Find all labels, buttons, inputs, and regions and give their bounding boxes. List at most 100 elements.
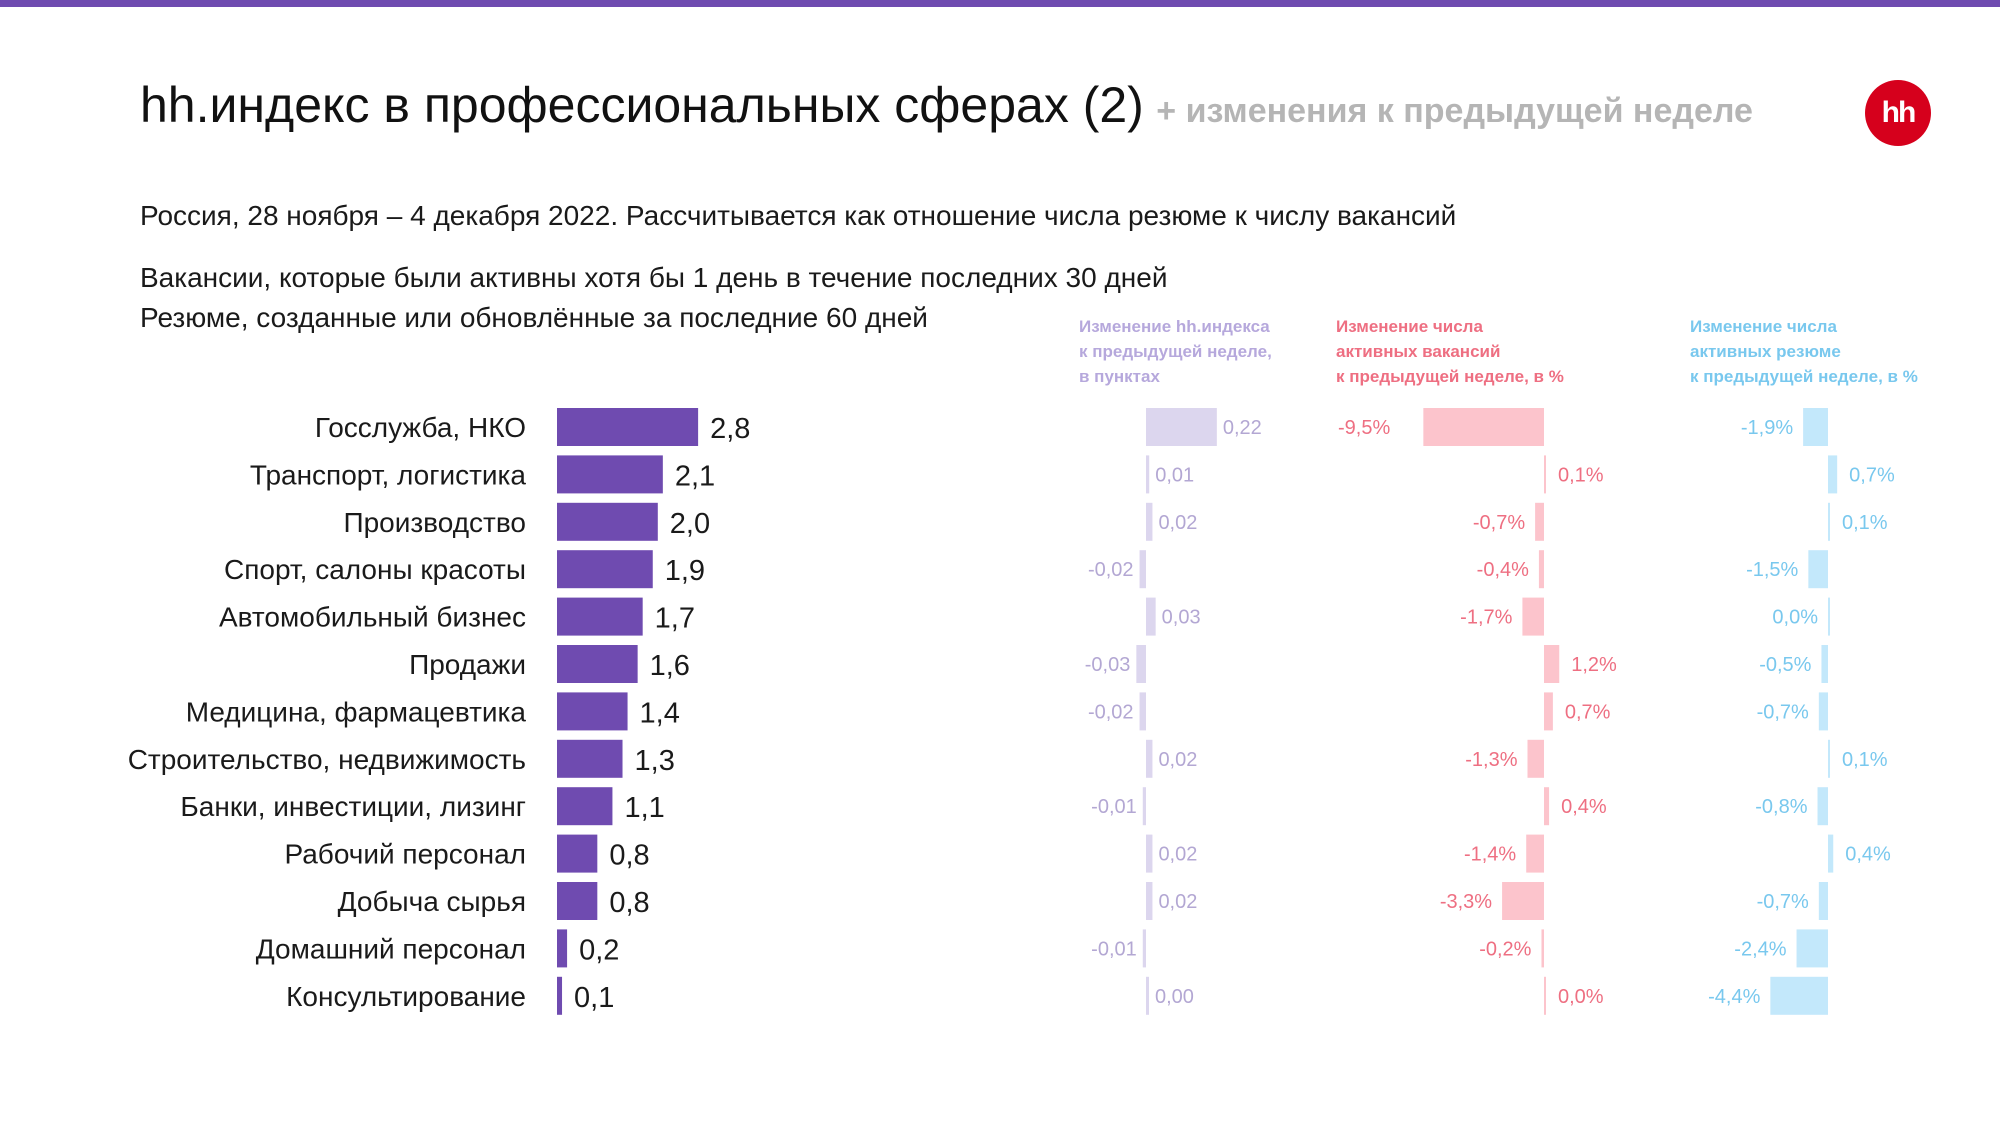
resumes-change-bar xyxy=(1828,597,1830,636)
resumes-change-label: -0,8% xyxy=(1755,796,1807,818)
vacancies-change-label: -1,4% xyxy=(1464,844,1516,866)
index-change-label: 0,02 xyxy=(1158,844,1197,866)
column-header-line: к предыдущей неделе, в % xyxy=(1690,367,1918,386)
resumes-change-bar xyxy=(1828,834,1834,873)
category-label: Рабочий персонал xyxy=(284,839,526,870)
index-change-bar xyxy=(1142,929,1146,968)
main-bar xyxy=(557,882,598,920)
resumes-change-label: -0,5% xyxy=(1759,654,1811,676)
index-change-bar xyxy=(1146,882,1153,920)
index-change-label: 0,22 xyxy=(1223,417,1262,439)
resumes-change-label: -4,4% xyxy=(1708,986,1760,1008)
vacancies-change-bar xyxy=(1502,882,1544,920)
vacancies-change-bar xyxy=(1544,692,1553,731)
main-bar xyxy=(557,645,638,683)
index-change-label: -0,01 xyxy=(1091,796,1137,818)
main-value-label: 2,1 xyxy=(675,460,715,492)
main-bar xyxy=(557,976,563,1015)
index-change-bar xyxy=(1146,408,1217,446)
note-resumes: Резюме, созданные или обновлённые за пос… xyxy=(140,302,928,333)
hh-logo: hh xyxy=(1865,80,1931,146)
resumes-change-label: 0,0% xyxy=(1772,607,1818,629)
category-label: Строительство, недвижимость xyxy=(128,744,526,775)
vacancies-change-label: 0,0% xyxy=(1558,986,1604,1008)
resumes-change-bar xyxy=(1803,408,1828,446)
resumes-change-bar xyxy=(1818,882,1828,920)
column-header-line: к предыдущей неделе, в % xyxy=(1336,367,1564,386)
vacancies-change-label: -0,7% xyxy=(1473,512,1525,534)
index-change-bar xyxy=(1139,550,1146,589)
category-label: Госслужба, НКО xyxy=(315,412,526,443)
resumes-change-label: 0,1% xyxy=(1842,749,1888,771)
vacancies-change-bar xyxy=(1544,455,1546,494)
top-accent-strip xyxy=(0,0,2000,7)
category-label: Медицина, фармацевтика xyxy=(186,696,527,727)
index-change-bar xyxy=(1142,787,1146,826)
category-label: Продажи xyxy=(409,649,526,680)
main-bar xyxy=(557,739,623,778)
column-header-line: Изменение hh.индекса xyxy=(1079,317,1270,336)
category-label: Консультирование xyxy=(286,981,526,1012)
resumes-change-label: 0,1% xyxy=(1842,512,1888,534)
column-header-line: Изменение числа xyxy=(1690,317,1837,336)
note-period: Россия, 28 ноября – 4 декабря 2022. Расс… xyxy=(140,200,1457,231)
vacancies-change-bar xyxy=(1541,929,1544,968)
vacancies-change-bar xyxy=(1535,502,1544,541)
index-change-label: -0,02 xyxy=(1088,559,1134,581)
vacancies-change-bar xyxy=(1527,739,1544,778)
main-bar xyxy=(557,550,653,589)
resumes-change-bar xyxy=(1821,645,1828,683)
column-header-line: активных вакансий xyxy=(1336,342,1501,361)
category-label: Производство xyxy=(343,507,526,538)
vacancies-change-label: 0,1% xyxy=(1558,464,1604,486)
title-row: hh.индекс в профессиональных сферах (2) … xyxy=(140,76,1753,134)
vacancies-change-label: -9,5% xyxy=(1338,417,1390,439)
index-change-label: 0,01 xyxy=(1155,464,1194,486)
page-subtitle: + изменения к предыдущей неделе xyxy=(1156,92,1753,130)
main-value-label: 0,8 xyxy=(609,840,649,872)
main-value-label: 0,1 xyxy=(574,982,614,1014)
vacancies-change-bar xyxy=(1526,834,1544,873)
main-bar xyxy=(557,834,598,873)
main-bar xyxy=(557,692,628,731)
main-bar xyxy=(557,408,699,446)
main-bar xyxy=(557,929,568,968)
column-header-line: Изменение числа xyxy=(1336,317,1483,336)
vacancies-change-bar xyxy=(1423,408,1544,446)
resumes-change-bar xyxy=(1828,455,1838,494)
resumes-change-bar xyxy=(1828,502,1830,541)
category-label: Транспорт, логистика xyxy=(250,459,527,490)
main-bar xyxy=(557,455,663,494)
main-bar xyxy=(557,502,658,541)
column-header-line: в пунктах xyxy=(1079,367,1160,386)
category-label: Добыча сырья xyxy=(338,886,526,917)
vacancies-change-bar xyxy=(1544,787,1550,826)
index-change-bar xyxy=(1146,597,1156,636)
vacancies-change-bar xyxy=(1522,597,1544,636)
index-change-label: -0,01 xyxy=(1091,938,1137,960)
resumes-change-label: -1,5% xyxy=(1746,559,1798,581)
hh-logo-text: hh xyxy=(1881,96,1917,129)
index-change-bar xyxy=(1146,739,1153,778)
category-label: Банки, инвестиции, лизинг xyxy=(180,791,526,822)
index-change-bar xyxy=(1146,834,1153,873)
main-value-label: 1,7 xyxy=(655,603,695,635)
vacancies-change-label: 0,4% xyxy=(1561,796,1607,818)
vacancies-change-bar xyxy=(1544,976,1546,1015)
index-change-label: 0,02 xyxy=(1158,749,1197,771)
resumes-change-label: -0,7% xyxy=(1757,891,1809,913)
index-change-bar xyxy=(1146,455,1150,494)
resumes-change-bar xyxy=(1817,787,1828,826)
main-value-label: 2,8 xyxy=(710,413,750,445)
resumes-change-label: -2,4% xyxy=(1734,938,1786,960)
resumes-change-label: 0,4% xyxy=(1845,844,1891,866)
main-value-label: 0,2 xyxy=(579,934,619,966)
resumes-change-label: 0,7% xyxy=(1849,464,1895,486)
resumes-change-bar xyxy=(1770,976,1828,1015)
main-value-label: 1,4 xyxy=(640,697,680,729)
main-value-label: 1,9 xyxy=(665,555,705,587)
resumes-change-label: -0,7% xyxy=(1757,701,1809,723)
vacancies-change-label: -1,3% xyxy=(1465,749,1517,771)
main-bar xyxy=(557,787,613,826)
